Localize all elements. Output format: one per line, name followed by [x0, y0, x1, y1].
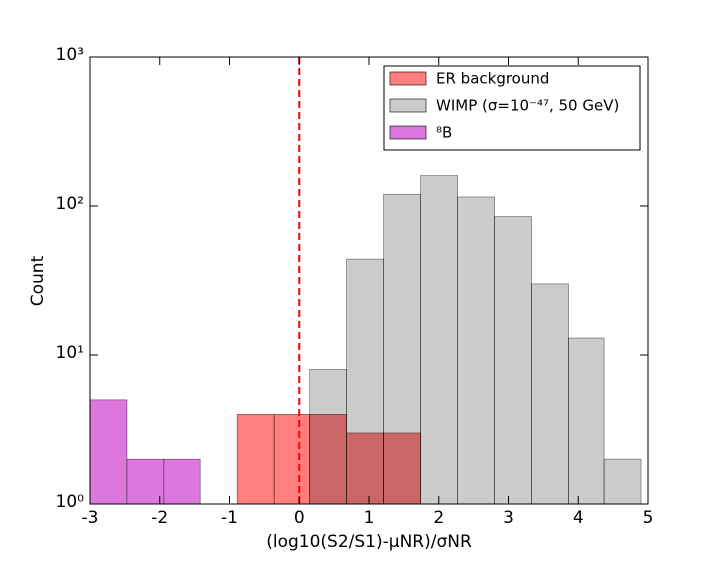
y-tick-label: 10⁰ — [56, 492, 85, 512]
bar — [309, 413, 347, 505]
x-tick-label: 1 — [364, 508, 375, 528]
bar — [273, 413, 311, 505]
x-tick-label: -3 — [82, 508, 99, 528]
legend-label: ER background — [436, 70, 549, 88]
legend-label: ⁸B — [436, 124, 452, 142]
legend-label: WIMP (σ=10⁻⁴⁷, 50 GeV) — [436, 97, 619, 115]
legend-swatch — [389, 125, 427, 140]
bar — [603, 458, 642, 505]
x-tick-label: 3 — [503, 508, 514, 528]
bar — [383, 432, 421, 505]
x-tick-label: -1 — [221, 508, 238, 528]
bar — [126, 458, 165, 505]
bar — [457, 196, 495, 505]
y-tick-label: 10² — [56, 194, 84, 214]
bar — [346, 432, 384, 505]
x-tick-label: 0 — [294, 508, 305, 528]
bar — [531, 283, 569, 505]
x-axis-label: (log10(S2/S1)-μNR)/σNR — [266, 532, 472, 552]
y-tick-label: 10³ — [56, 45, 84, 65]
bar — [420, 175, 458, 505]
bar — [163, 458, 201, 505]
bar — [346, 258, 384, 505]
legend-swatch — [389, 71, 427, 86]
x-tick-label: 2 — [433, 508, 444, 528]
bar — [494, 216, 532, 505]
x-tick-label: -2 — [151, 508, 168, 528]
y-axis-label: Count — [28, 255, 48, 306]
x-tick-label: 5 — [643, 508, 654, 528]
legend-swatch — [389, 98, 427, 113]
y-tick-label: 10¹ — [56, 343, 84, 363]
bar — [309, 369, 347, 505]
legend: ER background WIMP (σ=10⁻⁴⁷, 50 GeV) ⁸B — [383, 65, 641, 151]
bar — [89, 399, 128, 505]
legend-box — [383, 65, 641, 151]
x-tick-label: 4 — [573, 508, 584, 528]
bar — [383, 193, 421, 505]
bar — [236, 413, 275, 505]
bar — [568, 337, 605, 505]
